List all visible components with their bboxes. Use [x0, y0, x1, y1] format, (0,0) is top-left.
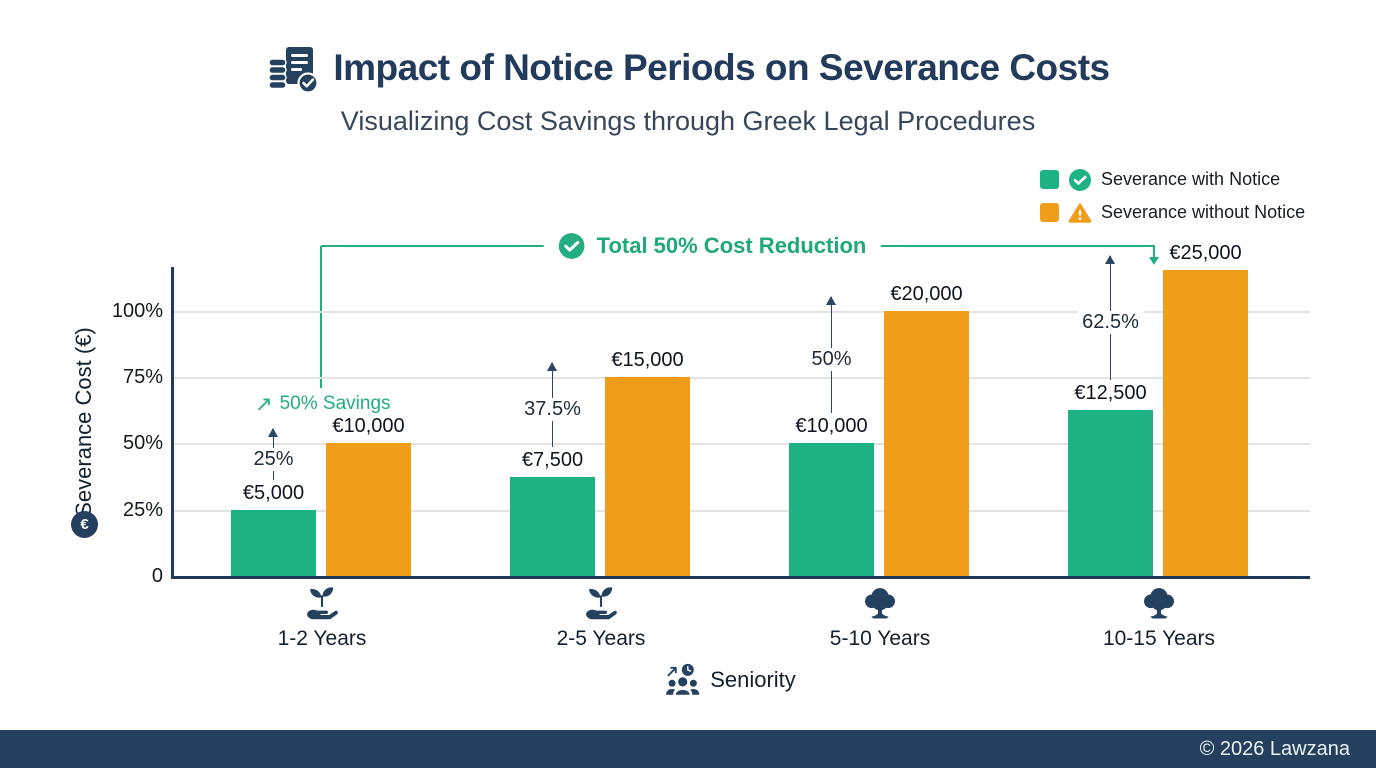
bar-with-notice — [231, 509, 316, 576]
legend-item-without-notice: Severance without Notice — [1040, 199, 1305, 226]
bar-group-10-15-years: €12,500 €25,000 62.5% — [1063, 242, 1253, 576]
gridline-75 — [174, 377, 1310, 379]
bar-value-label: €12,500 — [1074, 382, 1147, 405]
bar-value-label: €25,000 — [1169, 242, 1242, 264]
pct-increase-label: 25% — [248, 447, 299, 471]
green-swatch — [1040, 170, 1059, 189]
tree-icon — [865, 588, 895, 619]
coins-document-check-icon — [268, 47, 319, 94]
euro-circle-icon: € — [71, 511, 98, 538]
category-label: 2-5 Years — [556, 627, 646, 650]
up-arrow-icon — [1105, 255, 1115, 264]
up-arrow-icon — [826, 295, 836, 305]
savings-text: 50% Savings — [279, 393, 391, 414]
bar-value-label: €15,000 — [611, 349, 684, 372]
copyright-text: © 2026 Lawzana — [1199, 737, 1350, 760]
down-arrow-icon — [1148, 257, 1159, 265]
cost-reduction-label: Total 50% Cost Reduction — [543, 229, 881, 263]
up-arrow-icon — [547, 362, 557, 372]
page-subtitle: Visualizing Cost Savings through Greek L… — [340, 106, 1036, 136]
chart-legend: Severance with Notice Severance without … — [1040, 166, 1305, 226]
bar-with-notice — [1068, 410, 1153, 576]
x-axis-title: Seniority — [710, 667, 796, 692]
bar-value-label: €7,500 — [521, 448, 584, 471]
plot-area: €5,000 €10,000 25% €7,500 €15,000 37.5% … — [171, 242, 1310, 579]
check-circle-icon — [558, 233, 585, 259]
pct-increase-label: 62.5% — [1077, 311, 1144, 335]
bar-without-notice — [326, 443, 411, 576]
page-title: Impact of Notice Periods on Severance Co… — [333, 47, 1110, 88]
category-label: 10-15 Years — [1102, 627, 1216, 650]
category-label: 5-10 Years — [829, 627, 931, 650]
cost-reduction-bracket-right — [1153, 246, 1155, 258]
up-arrow-icon — [268, 428, 278, 438]
seedling-hand-icon — [307, 587, 338, 620]
gridline-50 — [174, 443, 1310, 445]
bar-group-1-2-years: €5,000 €10,000 25% — [226, 267, 416, 576]
header: Impact of Notice Periods on Severance Co… — [0, 42, 1376, 94]
x-axis-line — [171, 576, 1310, 579]
check-circle-icon — [1069, 168, 1091, 191]
category-1-2-years: 1-2 Years — [227, 584, 417, 651]
category-2-5-years: 2-5 Years — [506, 584, 696, 651]
orange-swatch — [1040, 203, 1059, 222]
bar-without-notice — [605, 377, 690, 576]
y-axis-title: Severance Cost (€) — [71, 327, 96, 517]
cost-reduction-text: Total 50% Cost Reduction — [596, 233, 867, 258]
y-tick-0: 0 — [151, 565, 163, 587]
trend-up-icon: ↗ — [255, 392, 273, 416]
bar-group-2-5-years: €7,500 €15,000 37.5% — [505, 267, 695, 576]
category-label: 1-2 Years — [277, 627, 367, 650]
bar-group-5-10-years: €10,000 €20,000 50% — [784, 267, 974, 576]
seedling-hand-icon — [586, 587, 617, 620]
gridline-100 — [174, 311, 1310, 313]
bar-without-notice — [884, 310, 969, 576]
category-5-10-years: 5-10 Years — [785, 584, 975, 651]
bar-with-notice — [789, 443, 874, 576]
bar-value-label: €5,000 — [242, 481, 305, 504]
pct-increase-label: 50% — [806, 348, 857, 372]
y-axis-line — [171, 267, 174, 579]
footer-bar: © 2026 Lawzana — [0, 730, 1376, 768]
y-tick-100: 100% — [111, 300, 163, 322]
legend-label: Severance with Notice — [1101, 169, 1281, 189]
y-tick-75: 75% — [122, 366, 163, 388]
x-axis-title-group: Seniority — [664, 663, 796, 697]
category-10-15-years: 10-15 Years — [1064, 584, 1254, 651]
warning-triangle-icon — [1068, 202, 1092, 223]
pct-increase-label: 37.5% — [519, 397, 586, 421]
tree-icon — [1144, 588, 1174, 619]
legend-item-with-notice: Severance with Notice — [1040, 166, 1305, 193]
y-tick-25: 25% — [122, 499, 163, 521]
legend-label: Severance without Notice — [1101, 202, 1306, 222]
savings-annotation: ↗ 50% Savings — [252, 393, 394, 415]
cost-reduction-bracket-left — [320, 246, 322, 388]
seniority-people-clock-icon — [666, 663, 700, 695]
bar-with-notice — [510, 476, 595, 576]
bar-value-label: €20,000 — [890, 282, 963, 305]
bar-value-label: €10,000 — [332, 415, 405, 438]
bar-value-label: €10,000 — [795, 415, 868, 438]
gridline-25 — [174, 510, 1310, 512]
y-tick-50: 50% — [122, 432, 163, 454]
bar-without-notice — [1163, 270, 1248, 576]
